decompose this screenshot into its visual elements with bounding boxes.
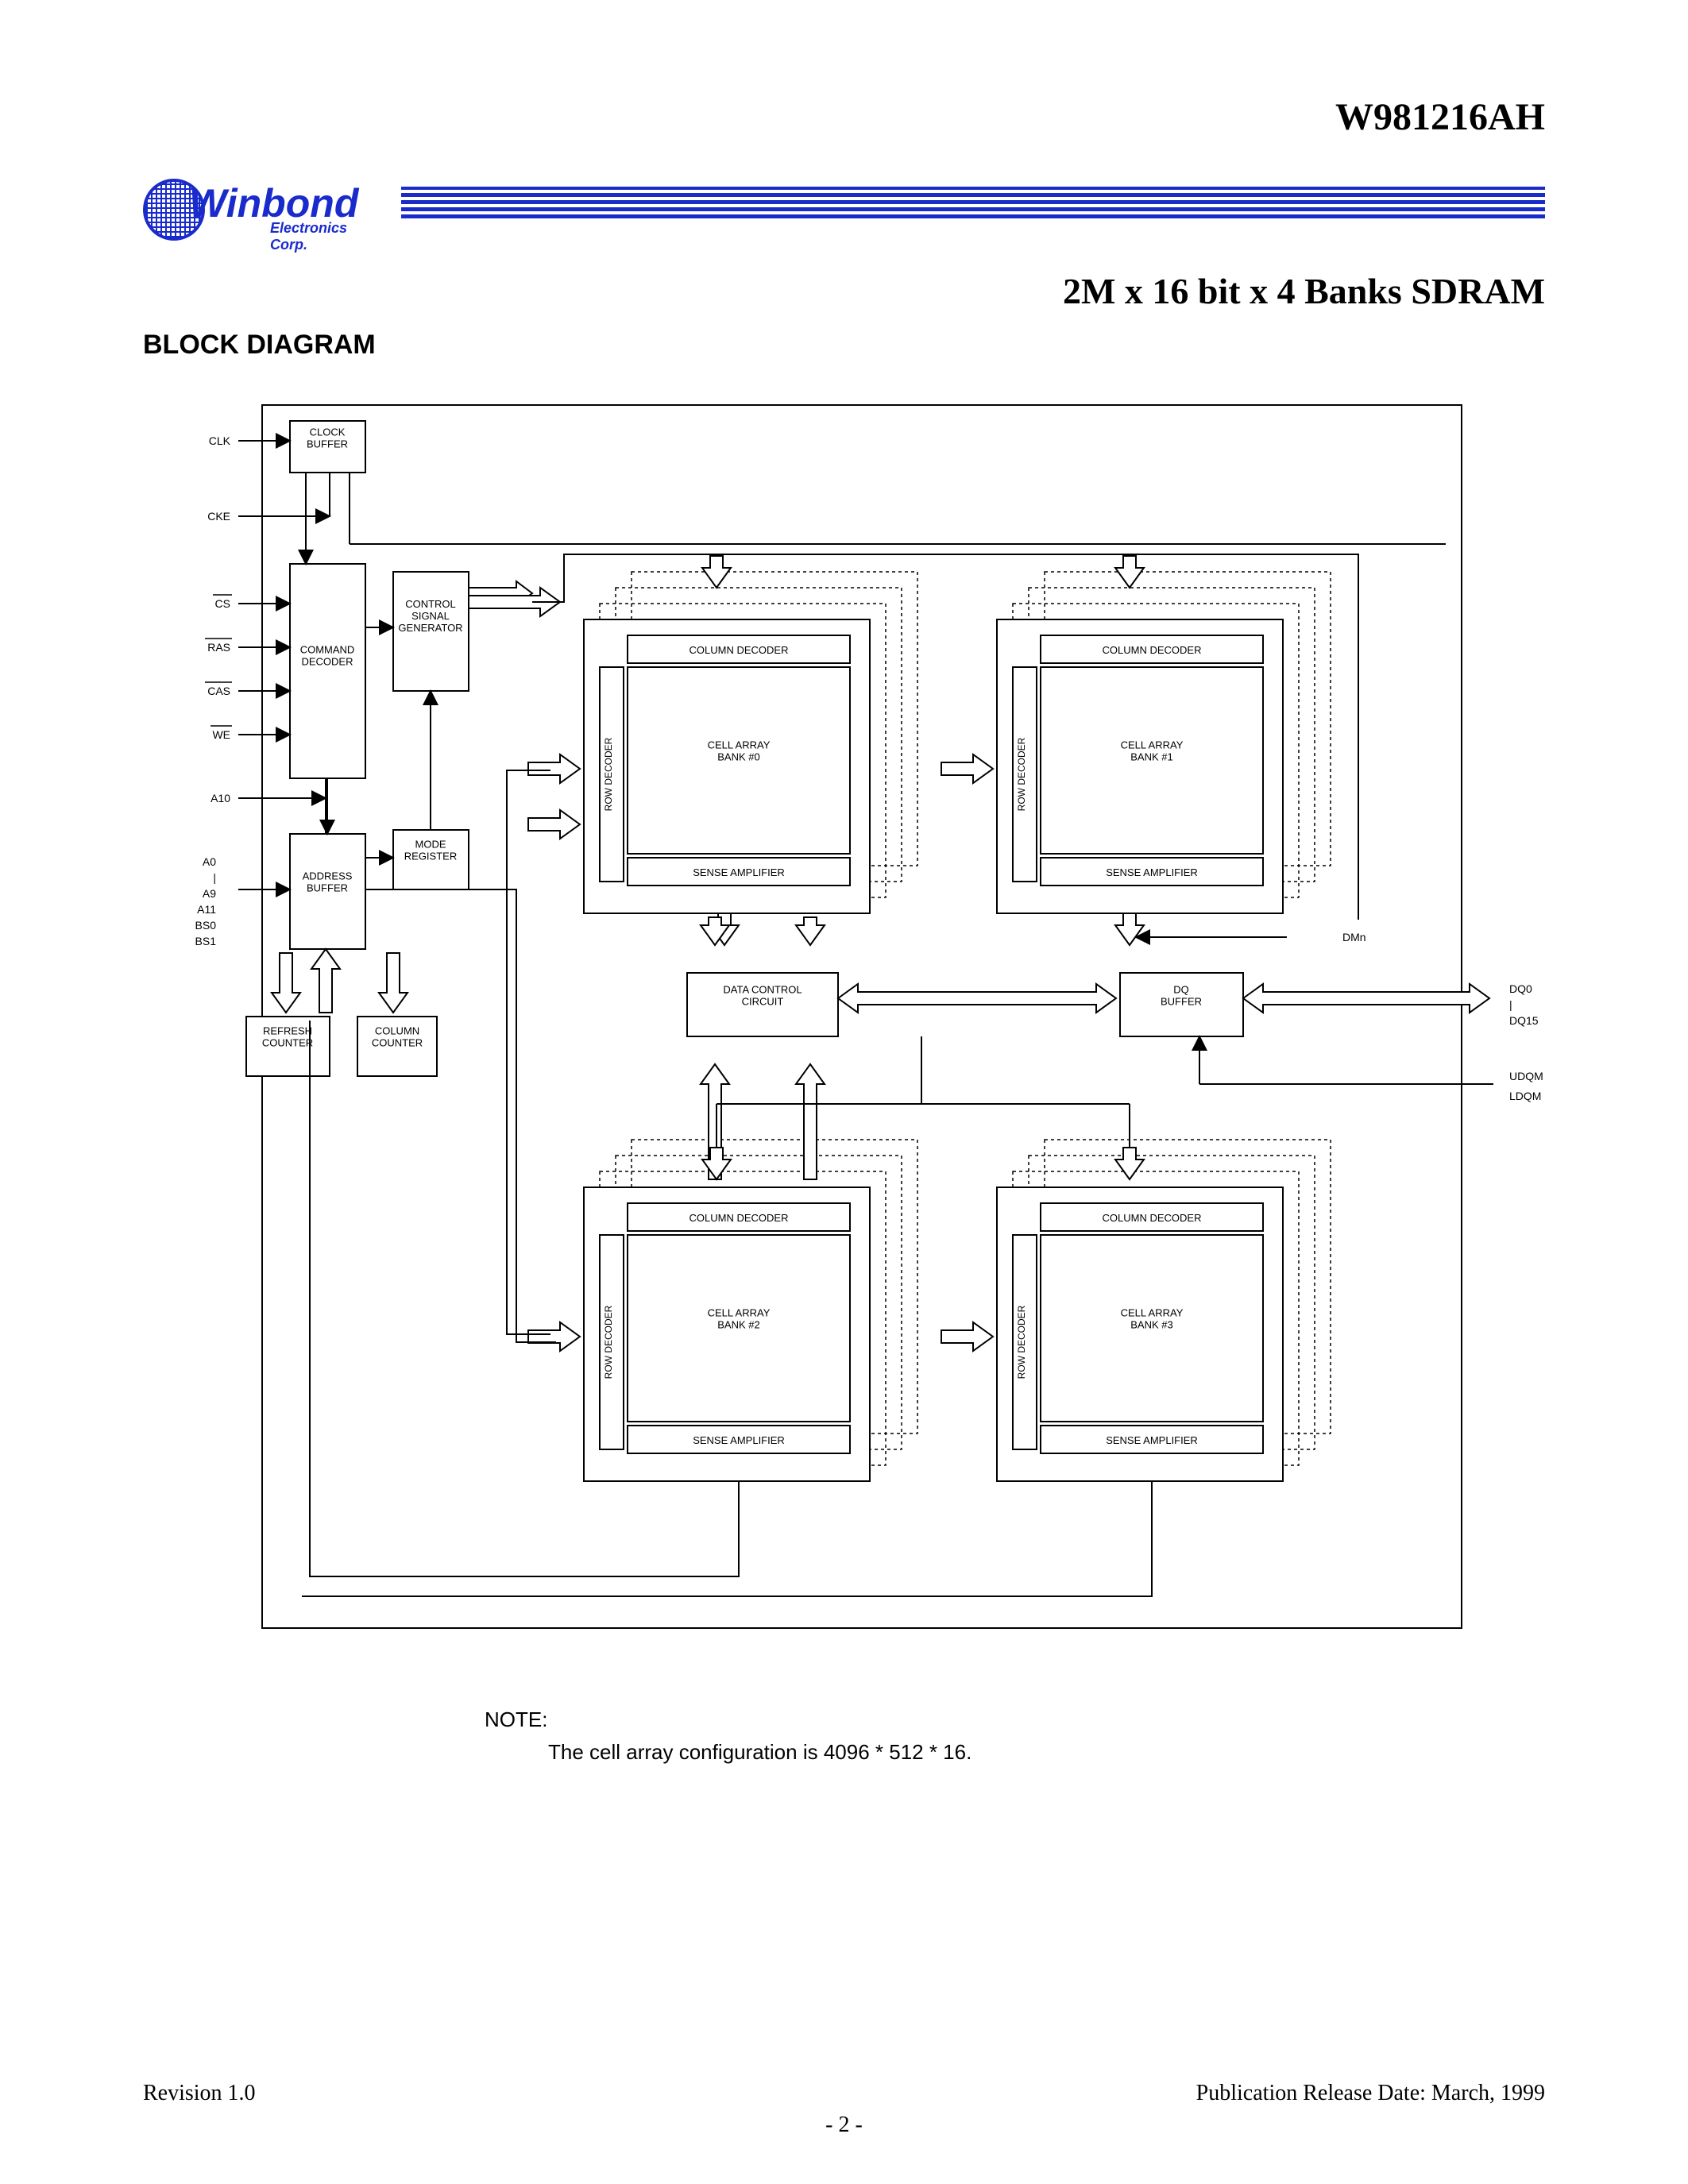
note-block: NOTE: The cell array configuration is 40… xyxy=(485,1707,971,1765)
svg-text:REFRESHCOUNTER: REFRESHCOUNTER xyxy=(262,1025,313,1049)
svg-text:COLUMN DECODER: COLUMN DECODER xyxy=(1103,1212,1202,1224)
svg-text:COLUMN DECODER: COLUMN DECODER xyxy=(1103,644,1202,656)
svg-text:A10: A10 xyxy=(211,792,230,805)
svg-text:CS: CS xyxy=(215,597,230,610)
svg-text:A11: A11 xyxy=(197,903,216,916)
svg-text:LDQM: LDQM xyxy=(1509,1090,1541,1102)
svg-text:SENSE AMPLIFIER: SENSE AMPLIFIER xyxy=(1106,1434,1198,1446)
logo-text: Winbond xyxy=(189,183,358,223)
footer-revision: Revision 1.0 xyxy=(143,2081,256,2106)
svg-text:SENSE AMPLIFIER: SENSE AMPLIFIER xyxy=(693,1434,785,1446)
header-rule xyxy=(401,187,1545,218)
svg-text:WE: WE xyxy=(212,728,230,741)
block-diagram: .bx { fill:#fff; stroke:#000; stroke-wid… xyxy=(127,389,1573,1684)
svg-text:ADDRESSBUFFER: ADDRESSBUFFER xyxy=(303,870,353,894)
svg-text:SENSE AMPLIFIER: SENSE AMPLIFIER xyxy=(1106,866,1198,878)
svg-text:SENSE AMPLIFIER: SENSE AMPLIFIER xyxy=(693,866,785,878)
svg-text:DMn: DMn xyxy=(1342,931,1366,943)
svg-text:ROW DECODER: ROW DECODER xyxy=(1016,737,1027,811)
bank-2-group: COLUMN DECODER ROW DECODER CELL ARRAYBAN… xyxy=(584,1140,917,1481)
svg-text:UDQM: UDQM xyxy=(1509,1070,1543,1082)
svg-text:COLUMN DECODER: COLUMN DECODER xyxy=(689,644,789,656)
svg-text:CKE: CKE xyxy=(207,510,230,523)
svg-text:ROW DECODER: ROW DECODER xyxy=(603,737,614,811)
svg-text:DQ15: DQ15 xyxy=(1509,1014,1539,1027)
note-text: The cell array configuration is 4096 * 5… xyxy=(548,1740,971,1765)
bank-3-group: COLUMN DECODER ROW DECODER CELL ARRAYBAN… xyxy=(997,1140,1331,1481)
svg-text:ROW DECODER: ROW DECODER xyxy=(603,1305,614,1379)
note-label: NOTE: xyxy=(485,1707,971,1732)
svg-text:A0: A0 xyxy=(203,855,216,868)
svg-text:CLOCKBUFFER: CLOCKBUFFER xyxy=(307,426,348,450)
footer-date: Publication Release Date: March, 1999 xyxy=(1196,2081,1545,2106)
bank-1-group: COLUMN DECODER ROW DECODER CELL ARRAYBAN… xyxy=(997,572,1331,913)
section-title: BLOCK DIAGRAM xyxy=(143,330,376,361)
svg-text:DQ0: DQ0 xyxy=(1509,982,1532,995)
footer-page: - 2 - xyxy=(143,2113,1545,2138)
subtitle: 2M x 16 bit x 4 Banks SDRAM xyxy=(1063,270,1545,312)
logo-row: Winbond Electronics Corp. xyxy=(143,179,1545,250)
svg-text:ROW DECODER: ROW DECODER xyxy=(1016,1305,1027,1379)
svg-text:COMMANDDECODER: COMMANDDECODER xyxy=(300,644,355,668)
svg-text:BS1: BS1 xyxy=(195,935,217,947)
svg-text:CAS: CAS xyxy=(207,685,230,697)
svg-text:RAS: RAS xyxy=(207,641,230,654)
svg-text:|: | xyxy=(213,871,216,884)
svg-text:COLUMNCOUNTER: COLUMNCOUNTER xyxy=(372,1025,423,1049)
svg-text:|: | xyxy=(1509,998,1512,1011)
svg-text:A9: A9 xyxy=(203,887,216,900)
logo-subtext: Electronics Corp. xyxy=(270,220,381,253)
svg-text:CLK: CLK xyxy=(209,434,231,447)
winbond-logo: Winbond Electronics Corp. xyxy=(143,179,381,250)
svg-text:COLUMN DECODER: COLUMN DECODER xyxy=(689,1212,789,1224)
bank-0-group: COLUMN DECODER ROW DECODER CELL ARRAYBAN… xyxy=(584,572,917,913)
part-number: W981216AH xyxy=(1335,95,1545,139)
svg-text:BS0: BS0 xyxy=(195,919,217,932)
